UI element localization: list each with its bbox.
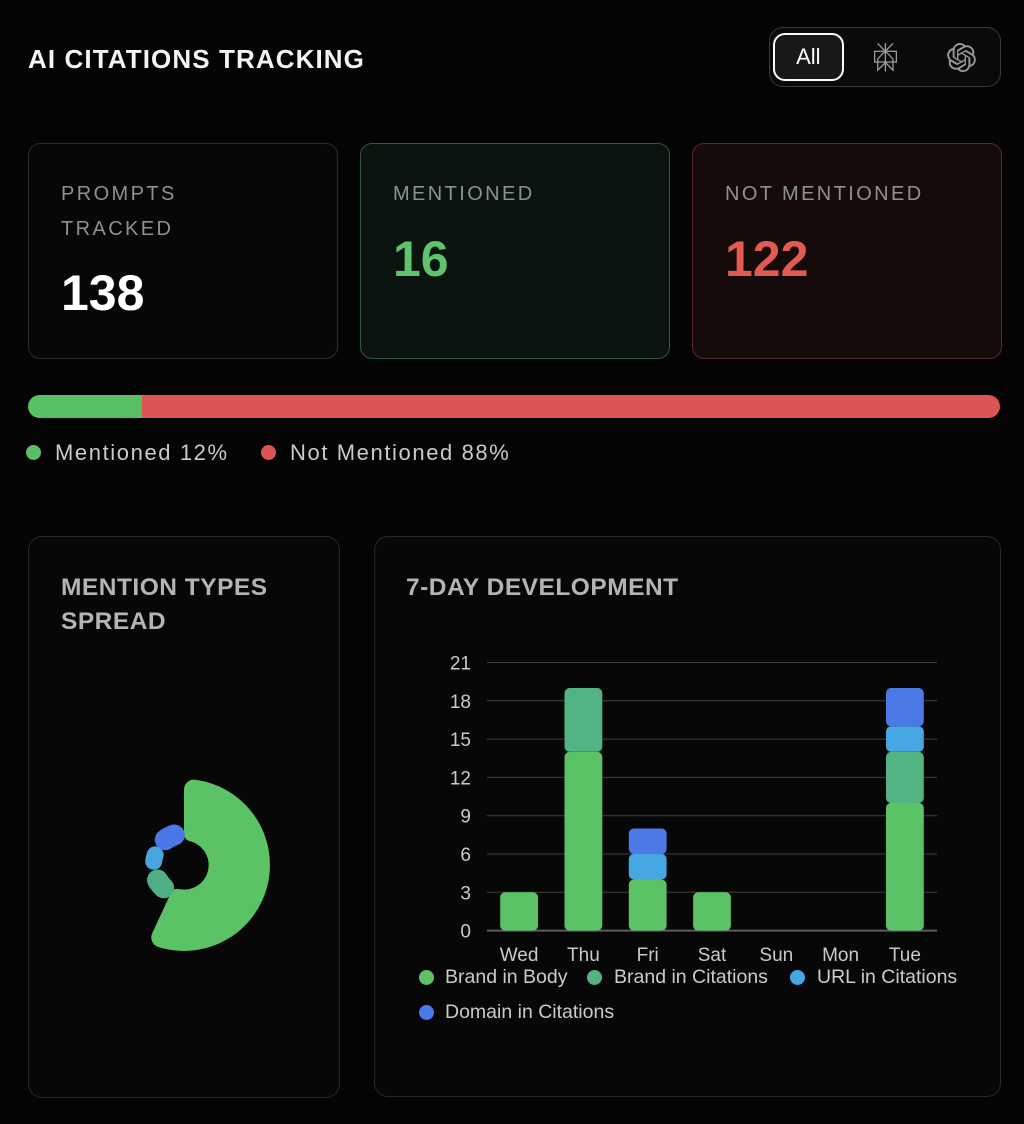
svg-text:21: 21: [450, 654, 471, 675]
svg-text:Thu: Thu: [567, 945, 600, 966]
svg-text:0: 0: [460, 922, 471, 943]
svg-text:6: 6: [460, 845, 471, 866]
svg-text:15: 15: [450, 730, 471, 751]
svg-text:3: 3: [460, 883, 471, 904]
svg-text:Sun: Sun: [759, 945, 793, 966]
svg-text:12: 12: [450, 768, 471, 789]
svg-text:Wed: Wed: [500, 945, 539, 966]
svg-text:Mon: Mon: [822, 945, 859, 966]
svg-text:18: 18: [450, 692, 471, 713]
svg-text:Tue: Tue: [889, 945, 921, 966]
svg-text:Fri: Fri: [637, 945, 659, 966]
svg-text:9: 9: [460, 807, 471, 828]
svg-text:Sat: Sat: [698, 945, 727, 966]
